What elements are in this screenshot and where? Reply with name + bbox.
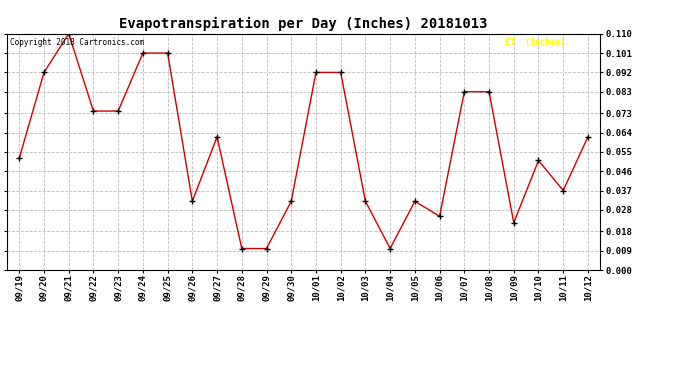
Text: Copyright 2018 Cartronics.com: Copyright 2018 Cartronics.com	[10, 39, 144, 48]
Title: Evapotranspiration per Day (Inches) 20181013: Evapotranspiration per Day (Inches) 2018…	[119, 17, 488, 31]
